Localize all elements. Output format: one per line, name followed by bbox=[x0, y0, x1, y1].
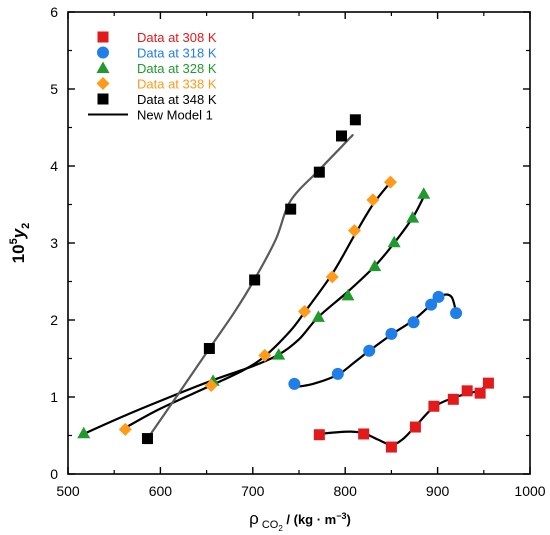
data-point-series-3 bbox=[406, 211, 420, 223]
data-point-series-1 bbox=[474, 387, 486, 399]
legend-label-2: Data at 318 K bbox=[137, 46, 217, 61]
data-point-series-2 bbox=[363, 344, 376, 357]
data-point-series-2 bbox=[432, 290, 445, 303]
x-tick-label: 800 bbox=[334, 483, 358, 499]
data-point-series-1 bbox=[461, 385, 473, 397]
x-tick-label: 700 bbox=[241, 483, 265, 499]
y-tick-label: 1 bbox=[50, 389, 58, 405]
y-tick-label: 0 bbox=[50, 466, 58, 482]
data-point-series-3 bbox=[387, 235, 401, 248]
data-point-series-4 bbox=[298, 305, 312, 319]
data-point-series-4 bbox=[118, 422, 132, 436]
data-point-series-5 bbox=[313, 166, 325, 178]
x-tick-label: 1000 bbox=[514, 483, 545, 499]
data-point-series-3 bbox=[272, 348, 286, 360]
data-point-series-5 bbox=[285, 203, 297, 215]
data-point-series-1 bbox=[385, 441, 397, 453]
legend-marker-2 bbox=[97, 46, 109, 59]
axis-ticks: 500 600 700 800 900 1000 0 1 2 3 4 5 6 bbox=[50, 4, 546, 499]
legend-marker-5 bbox=[97, 93, 109, 105]
data-point-series-3 bbox=[341, 288, 355, 301]
data-point-series-2 bbox=[288, 377, 301, 390]
data-point-series-5 bbox=[141, 433, 153, 445]
legend-marker-3 bbox=[96, 61, 110, 73]
y-tick-label: 2 bbox=[50, 312, 58, 328]
legend-label-3: Data at 328 K bbox=[137, 61, 217, 76]
data-point-series-1 bbox=[409, 421, 421, 433]
legend-marker-4 bbox=[96, 77, 110, 90]
data-point-series-2 bbox=[407, 316, 420, 329]
data-point-series-2 bbox=[425, 298, 438, 311]
y-tick-label: 3 bbox=[50, 235, 58, 251]
model-curve-4 bbox=[124, 181, 392, 429]
data-point-series-2 bbox=[385, 327, 398, 340]
data-point-series-3 bbox=[77, 426, 91, 439]
data-point-series-1 bbox=[482, 377, 494, 389]
data-point-series-5 bbox=[249, 274, 261, 286]
data-point-series-4 bbox=[383, 175, 397, 189]
data-point-series-4 bbox=[204, 378, 218, 392]
data-markers bbox=[77, 114, 494, 453]
model-curve-5 bbox=[146, 134, 354, 440]
data-point-series-3 bbox=[417, 187, 431, 199]
y-tick-label: 5 bbox=[50, 81, 58, 97]
data-point-series-4 bbox=[366, 193, 380, 207]
legend-label-model: New Model 1 bbox=[137, 108, 213, 123]
data-point-series-4 bbox=[325, 270, 339, 284]
data-point-series-5 bbox=[336, 130, 348, 142]
data-point-series-1 bbox=[447, 393, 459, 405]
data-point-series-1 bbox=[428, 400, 440, 412]
legend-label-1: Data at 308 K bbox=[137, 30, 217, 45]
data-point-series-5 bbox=[203, 342, 215, 354]
legend-label-4: Data at 338 K bbox=[137, 77, 217, 92]
data-point-series-2 bbox=[331, 367, 344, 380]
y-tick-label: 6 bbox=[50, 4, 58, 20]
x-tick-label: 600 bbox=[149, 483, 173, 499]
data-point-series-1 bbox=[313, 429, 325, 441]
x-tick-label: 500 bbox=[56, 483, 80, 499]
data-point-series-4 bbox=[347, 224, 361, 238]
legend-marker-1 bbox=[97, 31, 109, 43]
y-tick-label: 4 bbox=[50, 158, 58, 174]
data-point-series-1 bbox=[358, 428, 370, 440]
data-point-series-3 bbox=[311, 310, 325, 322]
x-axis-label: ρ CO2 / (kg · m−3) bbox=[249, 509, 351, 533]
data-point-series-3 bbox=[368, 259, 382, 272]
data-point-series-4 bbox=[258, 348, 272, 362]
data-point-series-2 bbox=[450, 307, 463, 320]
y-axis-label: 105y2 bbox=[8, 223, 32, 264]
data-point-series-5 bbox=[349, 114, 361, 126]
legend-label-5: Data at 348 K bbox=[137, 92, 217, 107]
x-tick-label: 900 bbox=[426, 483, 450, 499]
